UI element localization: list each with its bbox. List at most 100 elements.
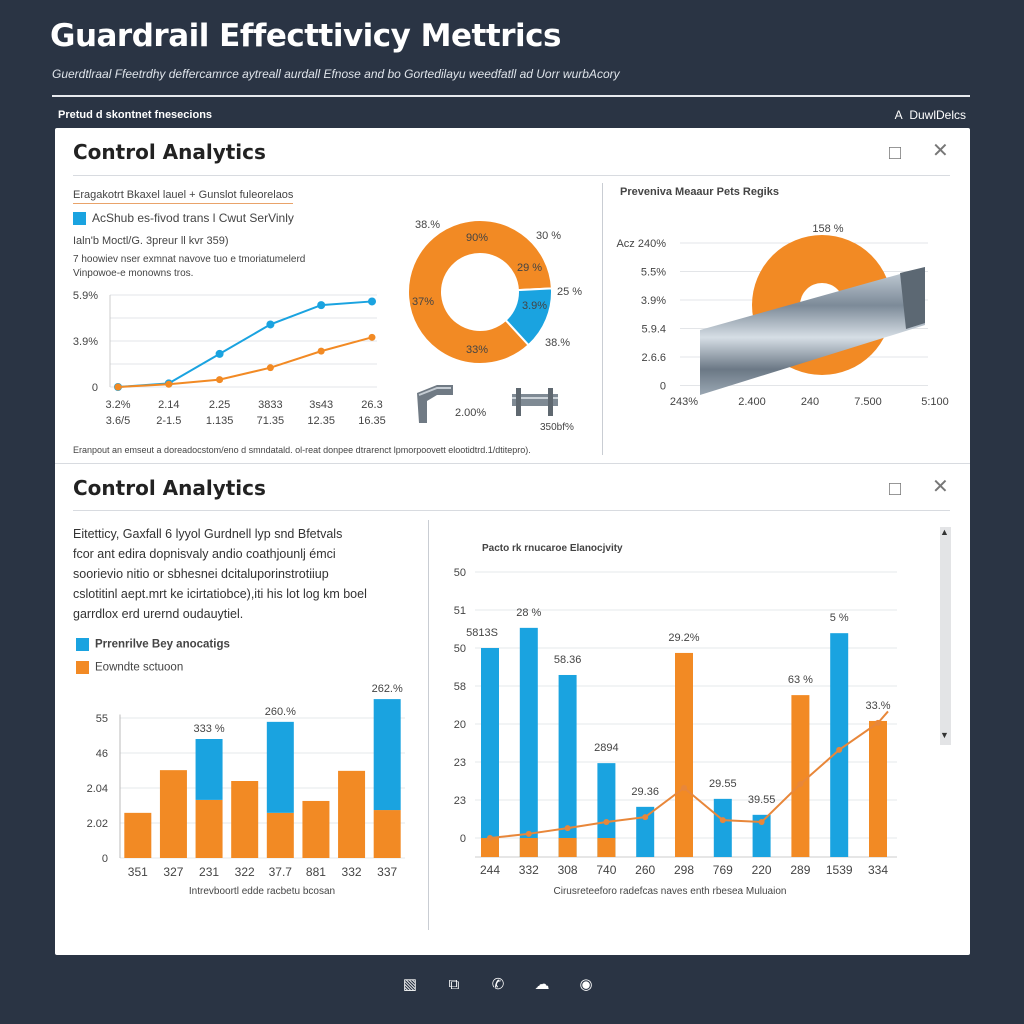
y-tick-label: 50 (454, 643, 466, 655)
x-tick-label: 260 (635, 863, 655, 877)
x-tick-label: 2.25 (209, 399, 230, 411)
x-tick-label: 2.400 (738, 396, 766, 408)
export-icon[interactable]: □ (889, 142, 902, 164)
contacts-icon[interactable]: ▧ (402, 976, 418, 993)
y-tick-label: 2.04 (87, 783, 108, 795)
x-tick-label: 351 (128, 865, 148, 879)
phone-icon[interactable]: ✆ (491, 976, 505, 993)
x-tick-label: 3833 (258, 399, 282, 411)
x-tick-label: 769 (713, 863, 733, 877)
line-chart: 0 3.9% 5.9% 3.2% 3.6/5 2.14 2-1.5 2.25 1.135 3833… (73, 290, 386, 427)
x-tick-label: 332 (519, 863, 539, 877)
x-tick-label: 7.500 (854, 396, 882, 408)
bar-base-segment (558, 838, 577, 857)
x-tick-label: 881 (306, 865, 326, 879)
bar-segment (373, 810, 401, 858)
card-title: Control Analytics (73, 476, 266, 500)
icon-label: 350bf% (540, 422, 574, 433)
donut-slice (407, 219, 553, 365)
user-menu[interactable]: A DuwlDelcs (895, 108, 966, 122)
stacked-bar-chart: 0 2.02 2.04 46 55 351 327 333 % 231 322 260.% 37.7 8… (87, 683, 405, 897)
paragraph-line: garrdlox erd urernd oudauytiel. (73, 607, 244, 621)
chart-title: Preveniva Meaaur Pets Regiks (620, 186, 779, 198)
windows-icon[interactable]: ⧉ (448, 976, 460, 993)
x-tick-label: 298 (674, 863, 694, 877)
scroll-up-icon[interactable]: ▲ (940, 527, 949, 537)
y-tick-label: 0 (92, 382, 98, 394)
x-tick-label: 3s43 (309, 399, 333, 411)
x-axis-label: Cirusreteeforo radefcas naves enth rbese… (554, 886, 787, 897)
data-label: 260.% (265, 706, 296, 718)
bar-base-segment (481, 838, 499, 857)
y-tick-label: 0 (660, 381, 666, 393)
y-tick-label: 3.9% (641, 295, 666, 307)
bar (830, 633, 849, 857)
data-label: 2894 (594, 742, 618, 754)
x-tick-label: 26.3 (361, 399, 382, 411)
bar-segment (231, 781, 259, 858)
bar-segment (266, 721, 294, 813)
x-tick-label: 12.35 (307, 415, 335, 427)
icon-label: 2.00% (455, 407, 487, 419)
series-line (117, 336, 373, 388)
page-subtitle: Guerdtlraal Ffeetrdhy deffercamrce aytre… (52, 67, 620, 81)
data-point (317, 347, 325, 355)
taskbar: ▧ ⧉ ✆ ☁ ◉ (388, 975, 608, 995)
y-tick-label: 0 (460, 833, 466, 845)
legend-label: AcShub es-fivod trans l Cwut SerVinly (92, 211, 294, 225)
y-tick-label: 55 (96, 713, 108, 725)
trend-point (564, 825, 571, 832)
user-icon: A (894, 108, 910, 122)
bar-segment (266, 812, 294, 858)
divider (55, 463, 970, 464)
x-tick-label: 3.2% (105, 399, 130, 411)
data-point (216, 376, 224, 384)
bar (752, 814, 771, 857)
donut-label: 38.% (545, 337, 571, 349)
data-point (368, 333, 376, 341)
y-tick-label: 2.02 (87, 818, 108, 830)
y-tick-label: 58 (454, 681, 466, 693)
x-tick-label: 37.7 (269, 865, 293, 879)
bar (558, 674, 577, 857)
close-icon[interactable]: ✕ (932, 140, 949, 162)
bar-base-segment (597, 838, 616, 857)
trend-line (489, 710, 889, 839)
y-tick-label: 23 (454, 757, 466, 769)
chart-heading: Eragakotrt Bkaxel lauel + Gunslot fuleor… (73, 189, 294, 204)
donut-chart (407, 219, 553, 365)
page-title: Guardrail Effecttivicy Mettrics (50, 18, 561, 54)
data-point (317, 301, 326, 310)
x-tick-label: 3.6/5 (106, 415, 130, 427)
bar (597, 763, 616, 857)
note: Ialn'b Moctl/G. 3preur ll kvr 359) (73, 235, 229, 247)
export-icon[interactable]: □ (889, 478, 902, 500)
guardrail-section-icon (512, 388, 558, 416)
data-point (266, 364, 274, 372)
divider (73, 510, 950, 511)
legend-swatch (73, 212, 86, 226)
scrollbar[interactable] (940, 527, 951, 745)
x-tick-label: 308 (558, 863, 578, 877)
bar (636, 806, 655, 857)
data-label: 63 % (788, 674, 813, 686)
guardrail-chart: Acz 240% 5.5% 3.9% 5.9.4 2.6.6 0 243% 2.400 240 7… (616, 223, 948, 408)
card-title: Control Analytics (73, 140, 266, 164)
bar (481, 648, 499, 857)
donut-label: 3.9% (522, 300, 548, 312)
y-tick-label: 2.6.6 (642, 352, 666, 364)
data-point (266, 320, 275, 329)
trend-point (681, 784, 687, 791)
cloud-icon[interactable]: ☁ (534, 976, 550, 993)
data-label: 29.55 (709, 778, 737, 790)
y-tick-label: 3.9% (73, 336, 98, 348)
scroll-down-icon[interactable]: ▼ (940, 730, 949, 740)
note: 7 hoowiev nser exmnat navove tuo e tmori… (73, 254, 306, 265)
legend-swatch (76, 661, 89, 674)
close-icon[interactable]: ✕ (932, 476, 949, 498)
trend-point (836, 746, 843, 753)
bar-segment (195, 799, 223, 858)
location-icon[interactable]: ◉ (579, 976, 593, 993)
data-label: 5 % (830, 612, 849, 624)
donut-label: 37% (412, 296, 435, 308)
